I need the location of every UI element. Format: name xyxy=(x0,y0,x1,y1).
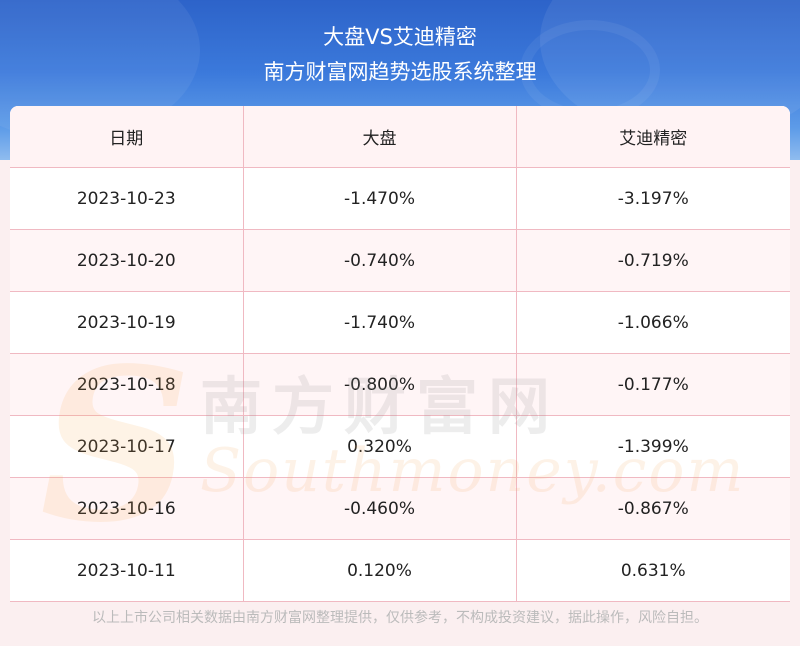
cell-date: 2023-10-16 xyxy=(10,477,244,540)
cell-date: 2023-10-19 xyxy=(10,291,244,354)
table-row: 2023-10-16 -0.460% -0.867% xyxy=(10,477,790,540)
table-header-row: 日期 大盘 艾迪精密 xyxy=(10,106,790,168)
table-row: 2023-10-19 -1.740% -1.066% xyxy=(10,291,790,354)
cell-market-change: 0.320% xyxy=(243,415,517,478)
cell-market-change: 0.120% xyxy=(243,539,517,602)
cell-date: 2023-10-17 xyxy=(10,415,244,478)
table-row: 2023-10-20 -0.740% -0.719% xyxy=(10,229,790,292)
cell-stock-change: -1.066% xyxy=(516,291,790,354)
table-row: 2023-10-17 0.320% -1.399% xyxy=(10,415,790,478)
cell-market-change: -1.470% xyxy=(243,167,517,230)
comparison-table-card: 日期 大盘 艾迪精密 2023-10-23 -1.470% -3.197% 20… xyxy=(10,106,790,602)
cell-stock-change: -0.867% xyxy=(516,477,790,540)
table-row: 2023-10-23 -1.470% -3.197% xyxy=(10,167,790,230)
column-header-market: 大盘 xyxy=(243,106,517,168)
cell-date: 2023-10-18 xyxy=(10,353,244,416)
cell-date: 2023-10-20 xyxy=(10,229,244,292)
cell-stock-change: 0.631% xyxy=(516,539,790,602)
cell-market-change: -1.740% xyxy=(243,291,517,354)
column-header-date: 日期 xyxy=(10,106,244,168)
cell-stock-change: -0.177% xyxy=(516,353,790,416)
cell-stock-change: -0.719% xyxy=(516,229,790,292)
cell-stock-change: -1.399% xyxy=(516,415,790,478)
page-title: 大盘VS艾迪精密 xyxy=(323,25,477,49)
comparison-table: 日期 大盘 艾迪精密 2023-10-23 -1.470% -3.197% 20… xyxy=(10,106,790,602)
cell-market-change: -0.740% xyxy=(243,229,517,292)
table-row: 2023-10-11 0.120% 0.631% xyxy=(10,539,790,602)
cell-date: 2023-10-11 xyxy=(10,539,244,602)
page-subtitle: 南方财富网趋势选股系统整理 xyxy=(263,60,537,84)
cell-market-change: -0.460% xyxy=(243,477,517,540)
column-header-stock: 艾迪精密 xyxy=(516,106,790,168)
cell-market-change: -0.800% xyxy=(243,353,517,416)
footer-disclaimer: 以上上市公司相关数据由南方财富网整理提供，仅供参考，不构成投资建议，据此操作，风… xyxy=(92,610,708,626)
table-row: 2023-10-18 -0.800% -0.177% xyxy=(10,353,790,416)
cell-stock-change: -3.197% xyxy=(516,167,790,230)
cell-date: 2023-10-23 xyxy=(10,167,244,230)
